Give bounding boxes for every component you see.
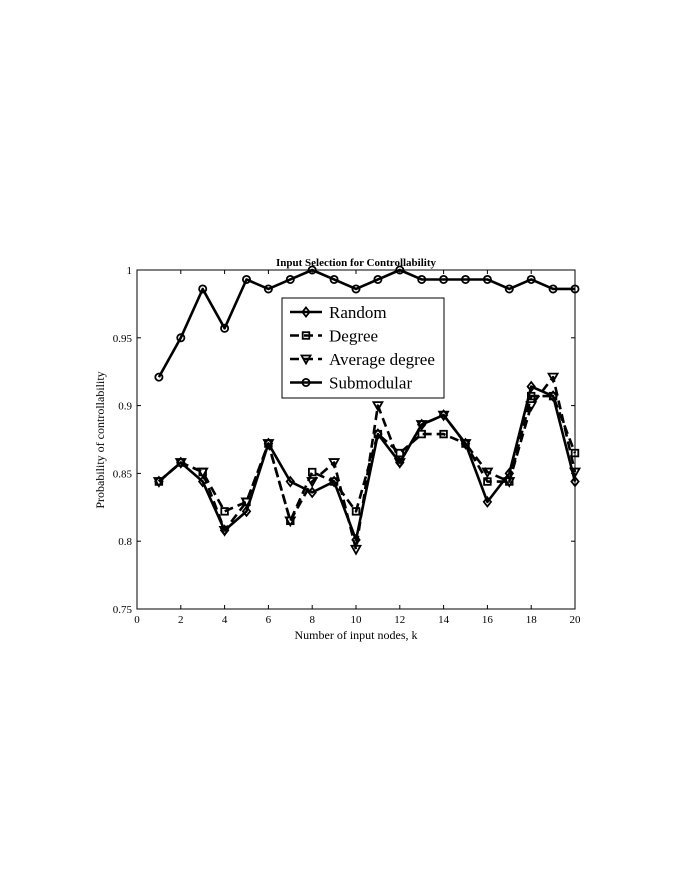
data-point: [351, 507, 361, 516]
data-point: [504, 284, 514, 294]
data-point: [328, 458, 341, 469]
data-point: [329, 274, 339, 284]
legend-label: Average degree: [329, 350, 435, 369]
x-tick-label: 10: [351, 614, 363, 626]
data-point: [371, 401, 384, 412]
data-point: [198, 284, 208, 294]
x-tick-label: 8: [309, 614, 315, 626]
data-point: [548, 391, 558, 401]
x-axis-title: Number of input nodes, k: [295, 628, 418, 642]
data-point: [284, 516, 297, 528]
data-point: [373, 274, 383, 284]
legend-label: Submodular: [329, 374, 412, 393]
data-point: [526, 274, 536, 284]
data-point: [527, 391, 536, 401]
data-point: [241, 505, 252, 518]
x-tick-label: 12: [394, 614, 405, 626]
data-point: [263, 284, 273, 294]
data-point: [152, 477, 165, 488]
data-point: [262, 439, 275, 450]
data-point: [307, 467, 317, 477]
data-point: [196, 467, 209, 479]
data-point: [481, 467, 494, 479]
data-point: [306, 477, 319, 488]
data-point: [174, 458, 187, 469]
data-point: [349, 544, 363, 556]
data-point: [417, 274, 427, 284]
x-tick-label: 18: [526, 614, 538, 626]
data-point: [415, 420, 428, 431]
data-point: [220, 507, 229, 516]
data-point: [526, 380, 536, 393]
data-point: [503, 477, 516, 488]
x-tick-label: 16: [482, 614, 494, 626]
ticks: 0 2 4 6 8 10 12 14 16 18 20 0.75 0.8 0.85 0.9 0.95 1: [113, 265, 581, 626]
y-tick-label: 0.9: [118, 401, 132, 413]
series-degree: [154, 391, 580, 526]
legend-label: Random: [329, 303, 387, 322]
y-tick-label: 0.85: [113, 468, 133, 480]
legend: Random Degree Average degree Submodular: [281, 297, 445, 399]
legend-marker: [301, 331, 311, 340]
data-point: [437, 410, 450, 422]
legend-label: Degree: [329, 327, 378, 346]
data-point: [547, 372, 560, 384]
data-point: [482, 274, 492, 284]
legend-marker: [299, 354, 313, 366]
x-tick-label: 20: [570, 614, 582, 626]
series-line: [158, 385, 577, 542]
data-point: [285, 475, 296, 488]
y-axis-title: Probability of controllability: [93, 371, 107, 508]
data-point: [373, 429, 383, 439]
x-tick-label: 14: [438, 614, 450, 626]
series-average-degree: [152, 372, 582, 556]
x-tick-label: 0: [134, 614, 140, 626]
data-point: [439, 274, 449, 284]
data-point: [395, 448, 404, 458]
data-point: [154, 372, 164, 382]
data-point: [460, 274, 470, 284]
x-tick-label: 6: [266, 614, 272, 626]
legend-marker: [301, 377, 311, 387]
data-point: [459, 439, 472, 450]
y-tick-label: 0.75: [113, 604, 133, 616]
chart-title: Input Selection for Controllability: [276, 257, 437, 269]
data-point: [241, 274, 251, 284]
data-point: [548, 284, 558, 294]
y-tick-label: 0.95: [113, 333, 133, 345]
data-point: [525, 401, 538, 412]
legend-marker: [301, 306, 311, 318]
x-tick-label: 2: [178, 614, 184, 626]
y-tick-label: 1: [127, 265, 133, 277]
plot-frame: [136, 269, 576, 610]
x-tick-label: 4: [222, 614, 228, 626]
data-point: [220, 323, 230, 333]
data-point: [240, 497, 253, 509]
data-point: [307, 486, 317, 499]
y-tick-label: 0.8: [118, 536, 132, 548]
data-point: [218, 525, 231, 537]
data-point: [176, 333, 186, 343]
data-point: [351, 284, 361, 294]
data-point: [439, 429, 448, 439]
data-point: [329, 477, 339, 486]
series-layer: [152, 265, 582, 556]
data-point: [393, 458, 406, 469]
data-point: [285, 274, 295, 284]
data-point: [482, 495, 493, 508]
